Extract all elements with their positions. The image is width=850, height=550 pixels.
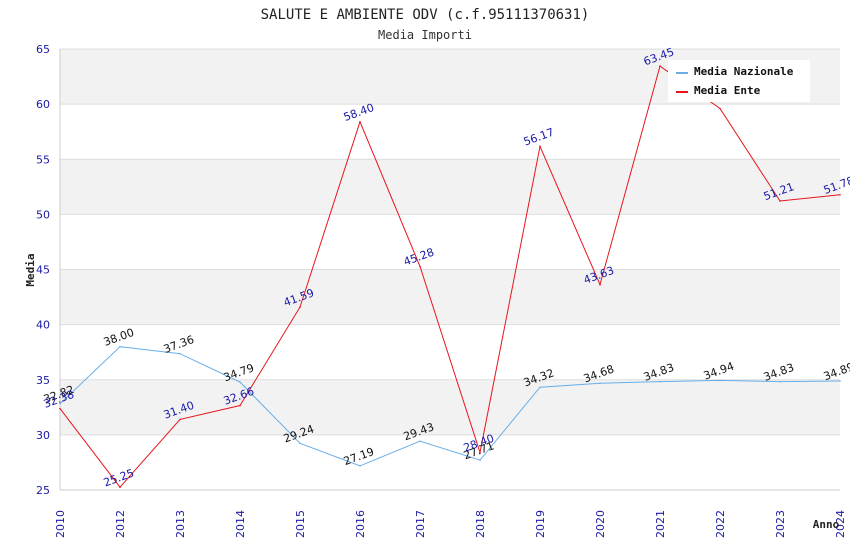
data-point (419, 265, 421, 268)
series-line-media-nazionale (59, 346, 841, 467)
data-point (779, 200, 781, 202)
grid-band (60, 159, 840, 215)
data-point (719, 107, 721, 110)
x-tick-label: 2021 (654, 510, 667, 538)
data-point (839, 380, 841, 382)
data-point (479, 459, 481, 461)
legend-label-media-nazionale: Media Nazionale (694, 65, 794, 78)
y-tick-label: 60 (36, 98, 50, 111)
y-tick-label: 45 (36, 264, 50, 277)
data-point (539, 386, 541, 389)
data-point (659, 65, 661, 67)
grid-band (60, 269, 840, 325)
data-point (59, 407, 61, 410)
data-point (239, 404, 241, 407)
data-point (299, 442, 301, 445)
data-point (599, 283, 601, 286)
data-point (119, 345, 121, 348)
data-point (299, 306, 301, 308)
legend-box (668, 60, 810, 102)
y-tick-label: 30 (36, 429, 50, 442)
x-axis-ticks: 2010 2012 2013 2014 2015 2016 2017 2018 2019 2020… (54, 510, 847, 538)
y-tick-label: 25 (36, 484, 50, 497)
chart-title: SALUTE E AMBIENTE ODV (c.f.95111370631) (261, 7, 590, 23)
data-point (119, 486, 121, 489)
x-tick-label: 2022 (714, 510, 727, 538)
chart-subtitle: Media Importi (378, 28, 472, 42)
data-point (719, 379, 721, 382)
x-tick-label: 2020 (594, 510, 607, 538)
y-tick-label: 40 (36, 319, 50, 332)
data-point (599, 382, 601, 385)
data-label: 27.19 (342, 445, 376, 468)
x-tick-label: 2024 (834, 510, 847, 538)
y-tick-label: 55 (36, 153, 50, 166)
x-tick-label: 2023 (774, 510, 787, 538)
y-tick-label: 65 (36, 43, 50, 56)
data-point (239, 381, 241, 383)
data-point (839, 193, 841, 196)
data-point (179, 418, 181, 421)
data-label: 45.28 (402, 246, 436, 269)
x-tick-label: 2012 (114, 510, 127, 538)
x-tick-label: 2015 (294, 510, 307, 538)
x-tick-label: 2017 (414, 510, 427, 538)
legend: Media Nazionale Media Ente (668, 60, 810, 102)
data-point (359, 120, 361, 123)
legend-label-media-ente: Media Ente (694, 84, 761, 97)
x-tick-label: 2018 (474, 510, 487, 538)
data-point (179, 352, 181, 355)
y-tick-label: 50 (36, 208, 50, 221)
data-point (779, 380, 781, 383)
x-axis-label: Anno (813, 518, 840, 531)
data-point (539, 145, 541, 148)
data-label: 37.36 (162, 333, 196, 356)
x-tick-label: 2014 (234, 510, 247, 538)
grid-lines (59, 48, 840, 491)
x-tick-label: 2010 (54, 510, 67, 538)
data-point (659, 380, 661, 383)
x-tick-label: 2013 (174, 510, 187, 538)
data-point (479, 451, 481, 454)
y-axis-ticks: 25 30 35 40 45 50 55 60 65 (36, 43, 50, 497)
data-point (419, 440, 421, 442)
data-point (359, 465, 361, 467)
x-tick-label: 2019 (534, 510, 547, 538)
x-tick-label: 2016 (354, 510, 367, 538)
data-point (59, 402, 61, 405)
data-label: 38.00 (102, 326, 136, 349)
y-tick-label: 35 (36, 374, 50, 387)
grid-band (60, 379, 840, 435)
data-label: 34.94 (702, 360, 736, 383)
grid-bands (60, 49, 840, 435)
data-label: 56.17 (522, 126, 556, 149)
y-axis-label: Media (24, 253, 37, 286)
